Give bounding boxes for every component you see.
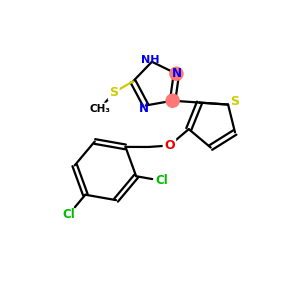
Text: O: O <box>164 139 175 152</box>
Text: Cl: Cl <box>155 174 168 187</box>
Text: NH: NH <box>141 55 160 65</box>
Text: CH₃: CH₃ <box>89 104 110 114</box>
Text: N: N <box>139 102 149 115</box>
Text: Cl: Cl <box>62 208 75 221</box>
Circle shape <box>170 67 183 80</box>
Text: S: S <box>230 95 239 108</box>
Circle shape <box>166 94 179 107</box>
Text: S: S <box>109 86 118 99</box>
Text: N: N <box>171 67 182 80</box>
